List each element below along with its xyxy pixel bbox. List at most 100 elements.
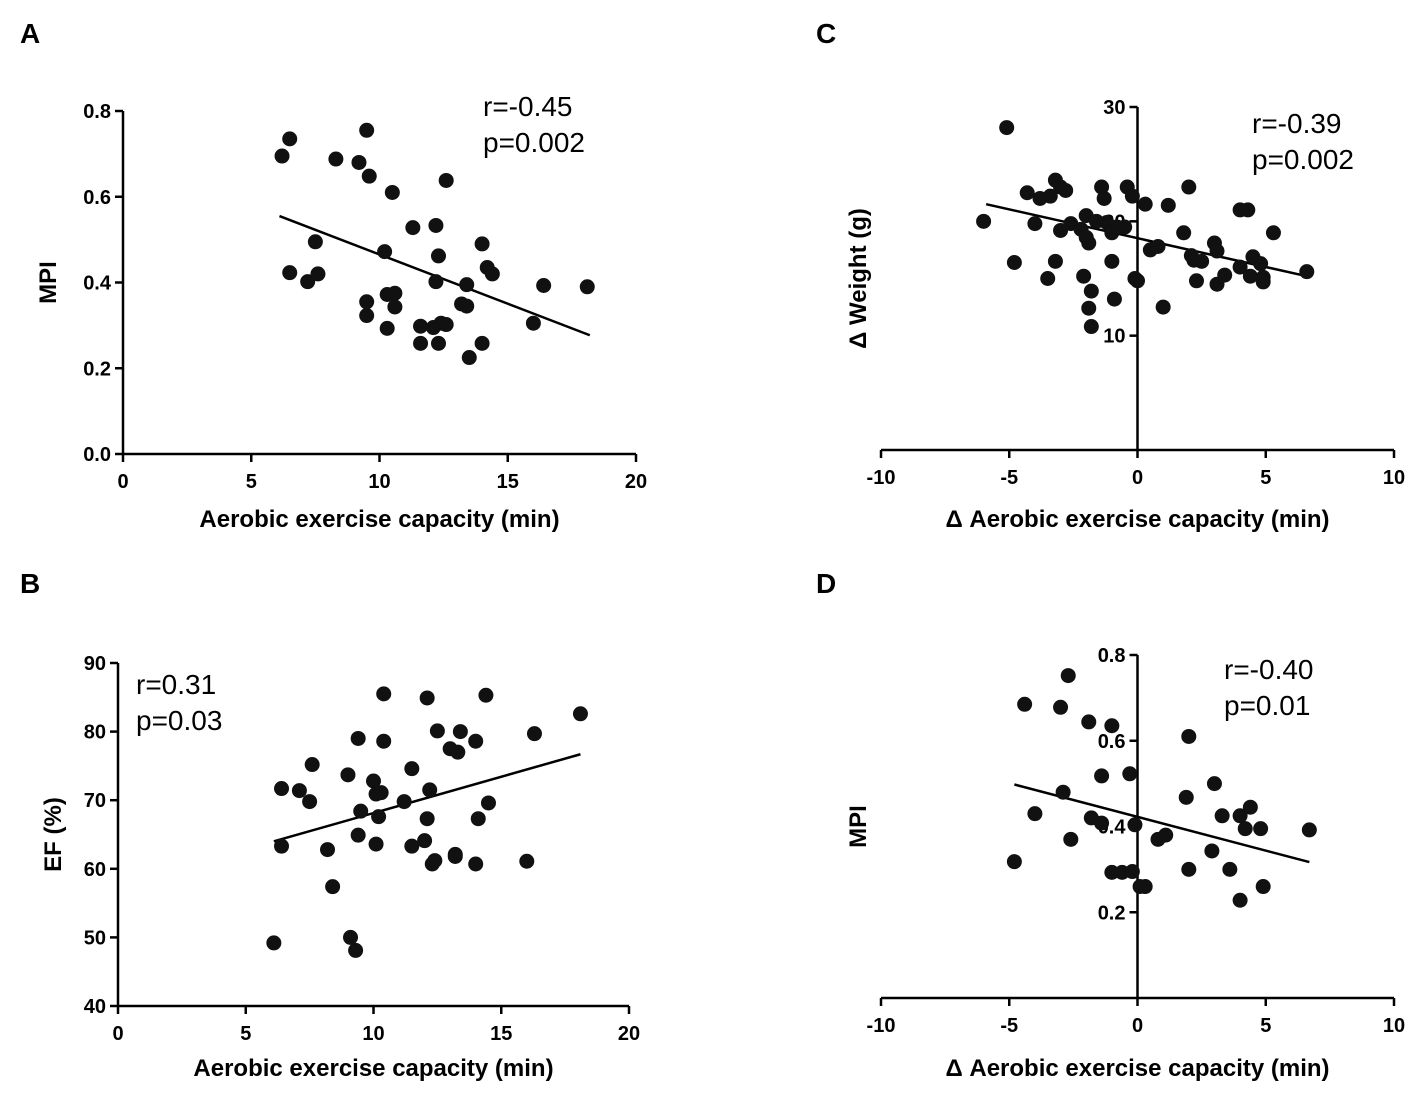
data-point xyxy=(1214,808,1230,824)
data-point xyxy=(1055,784,1071,800)
data-point xyxy=(405,220,421,236)
y-axis-title: EF (%) xyxy=(40,797,67,872)
x-axis-title: Δ Aerobic exercise capacity (min) xyxy=(945,506,1329,533)
x-tick-label: 10 xyxy=(362,1023,384,1045)
data-point xyxy=(1253,821,1269,837)
data-point xyxy=(1027,216,1043,232)
data-point xyxy=(1176,225,1192,241)
data-point xyxy=(1027,806,1043,822)
data-point xyxy=(1076,268,1092,284)
y-tick-label: 90 xyxy=(84,653,106,675)
data-point xyxy=(1237,821,1253,837)
data-point xyxy=(1063,831,1079,847)
data-point xyxy=(291,783,307,799)
y-tick-label: 0.8 xyxy=(1098,645,1126,667)
data-point xyxy=(429,723,445,739)
data-point xyxy=(474,236,490,252)
x-tick-label: 0 xyxy=(1132,1015,1143,1037)
x-tick-label: 10 xyxy=(1383,1015,1405,1037)
data-point xyxy=(304,757,320,773)
y-tick-label: 60 xyxy=(84,859,106,881)
data-point xyxy=(1094,179,1110,195)
data-point xyxy=(368,836,384,852)
data-point xyxy=(300,274,316,290)
data-point xyxy=(1158,827,1174,843)
x-tick-label: 20 xyxy=(618,1023,640,1045)
p-value-text: p=0.002 xyxy=(483,127,585,158)
data-point xyxy=(1240,202,1256,218)
data-point xyxy=(468,733,484,749)
data-point xyxy=(417,833,433,849)
x-tick-label: 5 xyxy=(1260,467,1271,489)
data-point xyxy=(526,726,542,742)
data-point xyxy=(1130,273,1145,289)
data-point xyxy=(438,317,454,333)
data-point xyxy=(366,773,381,789)
x-tick-label: -10 xyxy=(867,467,896,489)
data-point xyxy=(452,724,468,740)
data-point xyxy=(387,299,403,315)
data-point xyxy=(1060,668,1076,684)
data-point xyxy=(361,168,377,184)
data-point xyxy=(1081,235,1097,251)
data-point xyxy=(1117,219,1133,235)
y-tick-label: 0.4 xyxy=(83,273,112,295)
data-point xyxy=(1006,854,1022,870)
data-point xyxy=(404,761,420,777)
data-point xyxy=(525,315,541,331)
data-point xyxy=(1181,861,1197,877)
data-point xyxy=(413,318,429,334)
data-point xyxy=(1222,861,1238,877)
data-point xyxy=(1106,291,1122,307)
r-value-text: r=-0.39 xyxy=(1252,108,1342,139)
data-point xyxy=(1104,864,1120,880)
panel-label: D xyxy=(816,568,836,599)
data-point xyxy=(377,244,393,260)
data-point xyxy=(359,294,375,310)
data-point xyxy=(1206,776,1222,792)
data-point xyxy=(1301,822,1317,838)
data-point xyxy=(320,842,336,858)
x-tick-label: 15 xyxy=(497,471,519,493)
data-point xyxy=(1081,714,1097,730)
data-point xyxy=(430,335,446,351)
data-point xyxy=(1232,892,1248,908)
data-point xyxy=(1137,196,1153,212)
x-tick-label: 10 xyxy=(1383,467,1405,489)
data-point xyxy=(1047,253,1063,269)
data-point xyxy=(419,811,435,827)
data-point xyxy=(351,154,367,170)
data-point xyxy=(470,811,486,827)
data-point xyxy=(1094,768,1110,784)
data-point xyxy=(1155,299,1171,315)
data-point xyxy=(371,809,387,825)
data-point xyxy=(1053,699,1069,715)
data-point xyxy=(1040,271,1056,286)
data-point xyxy=(1124,188,1140,204)
data-point xyxy=(282,131,298,147)
data-point xyxy=(1181,179,1197,195)
data-point xyxy=(1232,259,1248,275)
data-point xyxy=(428,217,444,233)
y-tick-label: 10 xyxy=(1103,326,1125,348)
data-point xyxy=(1242,799,1258,815)
x-tick-label: -5 xyxy=(1000,467,1018,489)
data-point xyxy=(1006,254,1022,270)
y-tick-label: 0.6 xyxy=(83,187,111,209)
data-point xyxy=(359,122,375,138)
data-point xyxy=(1188,273,1204,289)
data-point xyxy=(379,320,395,336)
data-point xyxy=(976,213,992,229)
data-point xyxy=(1255,879,1271,895)
data-point xyxy=(387,285,403,301)
data-point xyxy=(1178,789,1194,805)
chart-svg: D -10 -5 0 5 100.20.40.60.8 r=-0.40p=0.01Δ Ae… xyxy=(816,568,1405,1082)
y-axis-title: Δ Weight (g) xyxy=(845,208,872,349)
p-value-text: p=0.03 xyxy=(136,705,222,736)
data-point xyxy=(447,846,463,862)
data-point xyxy=(1081,300,1097,316)
panel-d: D -10 -5 0 5 10 0.2 0.4 0.6 0.8 r=-0.40 p=0.01 Δ Ae… xyxy=(709,546,1418,1092)
chart-svg: A 0 5 10 15 20 0.0 0.2 0.4 0.6 0.8 r=-0.45 p=0.002 A… xyxy=(20,18,647,533)
